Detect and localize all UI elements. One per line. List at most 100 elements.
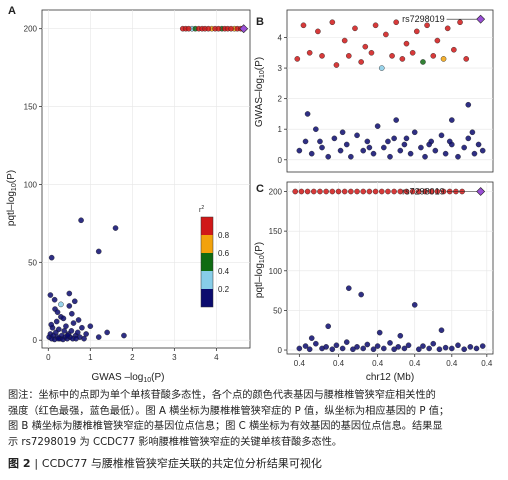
caption-line-2: 强度（红色最强，蓝色最低）。图 A 横坐标为腰椎椎管狭窄症的 P 值，纵坐标为相…: [8, 405, 450, 417]
snp-point: [407, 150, 414, 157]
snp-point: [426, 345, 432, 352]
snp-point: [378, 188, 385, 195]
snp-point: [60, 315, 67, 322]
snp-point: [376, 329, 383, 336]
legend-tick-label: 0.4: [218, 267, 230, 276]
snp-point: [430, 53, 437, 59]
snp-point: [75, 317, 82, 323]
snp-point: [473, 345, 480, 352]
figure-title: 图 2 | CCDC77 与腰椎椎管狭窄症关联的共定位分析结果可视化: [8, 455, 322, 471]
figure-number: 图 2: [8, 457, 31, 470]
y-tick-label: 150: [24, 103, 38, 112]
snp-point: [319, 144, 325, 151]
snp-point: [393, 117, 399, 123]
snp-point: [310, 188, 317, 195]
snp-point: [440, 188, 447, 195]
snp-point: [366, 188, 373, 195]
snp-point: [413, 28, 420, 35]
snp-point: [306, 49, 313, 56]
snp-point: [354, 188, 360, 195]
x-tick-label: 0.4: [372, 359, 384, 368]
x-tick-label: 0.4: [446, 359, 458, 368]
snp-point: [66, 303, 73, 309]
snp-point: [395, 344, 402, 350]
snp-point: [436, 346, 443, 353]
snp-point: [121, 332, 127, 339]
snp-point: [313, 340, 319, 347]
snp-point: [401, 345, 408, 352]
snp-point: [329, 346, 336, 353]
snp-point: [317, 138, 323, 145]
snp-point: [378, 65, 385, 71]
snp-point: [428, 188, 435, 195]
legend-tick-label: 0.8: [218, 231, 230, 240]
snp-point: [68, 328, 75, 334]
snp-point: [411, 129, 418, 136]
legend-tick-label: 0.2: [218, 285, 230, 294]
snp-point: [345, 285, 352, 292]
lead-snp-marker: [476, 14, 486, 24]
snp-point: [95, 334, 102, 340]
snp-point: [444, 25, 451, 32]
snp-point: [457, 19, 463, 26]
title-separator: |: [34, 457, 39, 470]
y-tick-label: 0: [33, 336, 38, 345]
snp-point: [55, 335, 62, 342]
x-tick-label: 1: [88, 353, 93, 362]
snp-point: [302, 343, 309, 349]
snp-point: [104, 329, 110, 336]
y-tick-label: 100: [269, 267, 283, 276]
snp-point: [358, 59, 364, 65]
x-tick-label: 2: [130, 353, 135, 362]
snp-point: [48, 254, 55, 261]
snp-point: [70, 320, 77, 326]
snp-point: [81, 335, 87, 342]
snp-point: [308, 335, 315, 341]
y-tick-label: 4: [278, 34, 283, 43]
panel-b-label: B: [256, 16, 264, 28]
snp-point: [339, 345, 346, 352]
snp-point: [95, 248, 102, 255]
y-tick-label: 50: [28, 258, 37, 267]
snp-point: [53, 318, 60, 325]
snp-point: [381, 144, 387, 151]
snp-point: [313, 126, 319, 133]
snp-point: [381, 345, 387, 352]
snp-point: [385, 188, 391, 195]
snp-point: [465, 101, 472, 108]
snp-point: [469, 129, 476, 136]
snp-point: [300, 22, 307, 29]
snp-point: [385, 138, 391, 145]
panel-c-ylabel: pqtl–log10(P): [254, 242, 266, 298]
snp-point: [451, 46, 457, 53]
snp-point: [78, 217, 84, 224]
snp-point: [467, 344, 474, 350]
snp-point: [463, 56, 470, 62]
snp-point: [56, 326, 62, 333]
snp-point: [58, 301, 64, 308]
snp-point: [304, 111, 311, 117]
snp-point: [79, 324, 85, 331]
snp-point: [475, 141, 482, 148]
snp-point: [329, 188, 336, 195]
lead-snp-marker: [476, 187, 486, 196]
snp-point: [368, 49, 375, 56]
panel-a-xlabel: GWAS –log10(P): [91, 372, 164, 384]
snp-point: [348, 153, 354, 160]
snp-point: [48, 321, 55, 328]
snp-point: [360, 147, 367, 154]
snp-point: [438, 327, 445, 334]
snp-point: [455, 342, 461, 349]
legend-title: r2: [199, 205, 204, 214]
snp-point: [66, 290, 73, 297]
snp-point: [364, 138, 371, 145]
snp-point: [442, 150, 449, 157]
y-tick-label: 2: [278, 95, 283, 104]
legend-frame: [200, 216, 214, 308]
snp-point: [350, 346, 356, 353]
snp-point: [391, 188, 397, 195]
panel-c-label: C: [256, 183, 264, 195]
snp-point: [424, 22, 430, 29]
legend-swatch: [201, 217, 213, 235]
